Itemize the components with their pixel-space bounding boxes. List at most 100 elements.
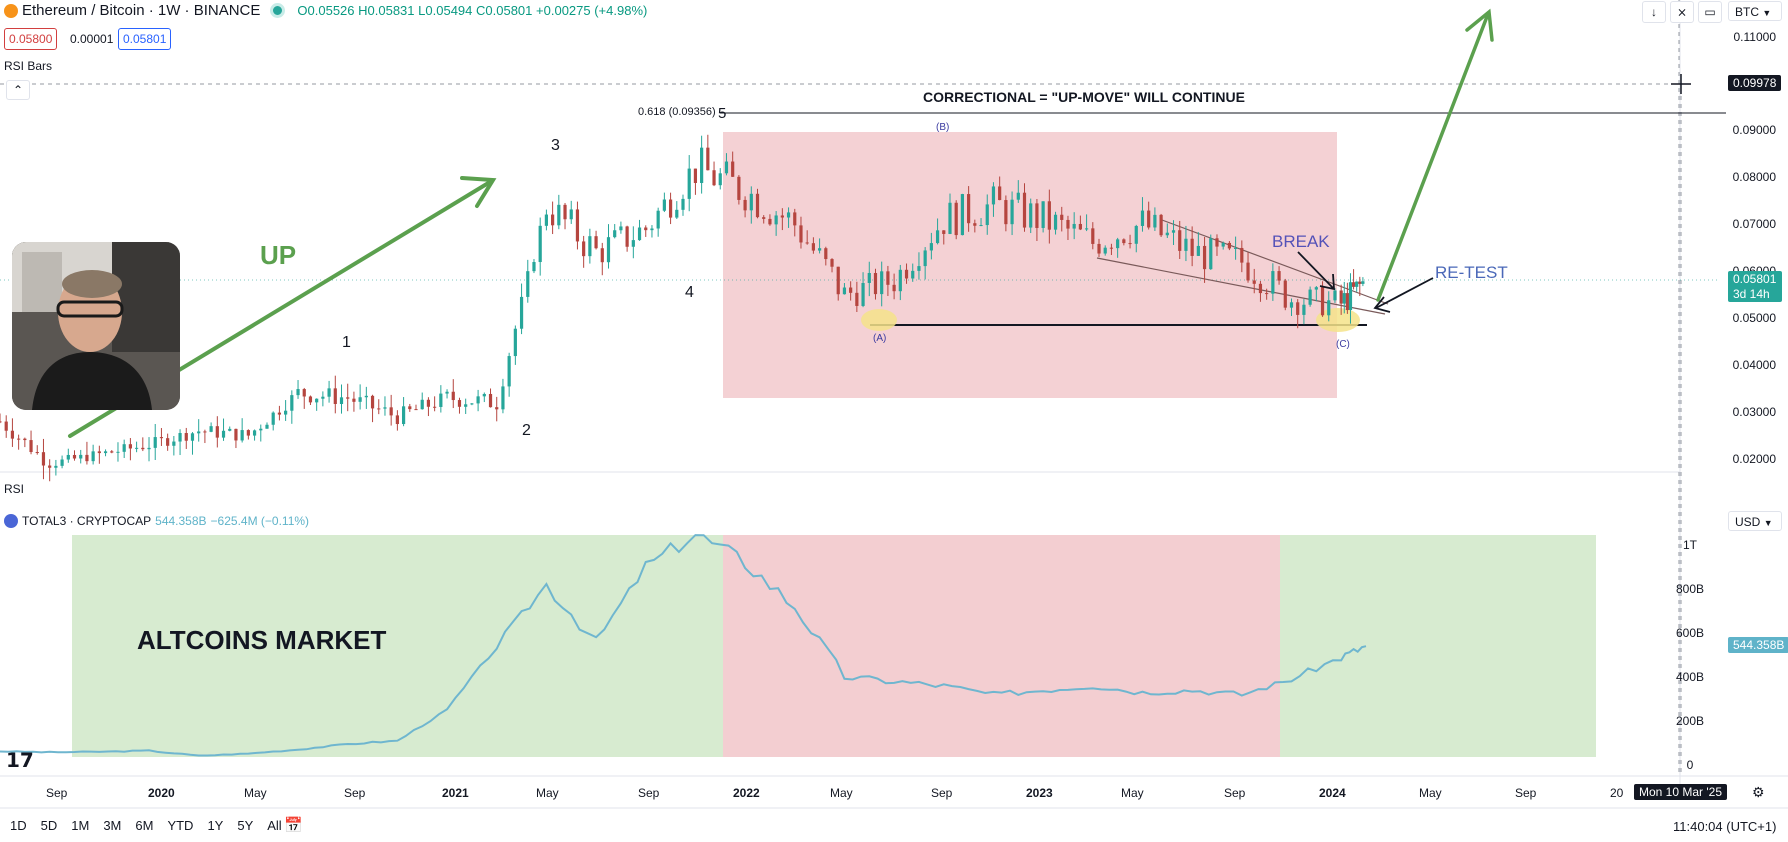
candle-body <box>519 296 524 329</box>
candle-body <box>811 243 815 251</box>
candle-body <box>967 194 971 224</box>
candle-body <box>296 389 300 396</box>
bid-price[interactable]: 0.05800 <box>4 28 58 50</box>
candle-body <box>1361 281 1365 284</box>
last-price-tag: 0.05801 3d 14h <box>1728 271 1782 302</box>
collapse-pane-button[interactable]: ⨯ <box>1670 1 1694 23</box>
candle-body <box>538 225 542 263</box>
candle-body <box>1345 293 1349 311</box>
market-status-icon <box>270 3 286 18</box>
candle-body <box>1165 232 1169 236</box>
candle-body <box>1240 247 1244 263</box>
range-button[interactable]: 3M <box>103 818 122 833</box>
candle-body <box>718 173 722 186</box>
collapse-icon: ⨯ <box>1676 5 1688 19</box>
candle-body <box>10 430 15 439</box>
candle-body <box>712 170 716 186</box>
candle-body <box>1227 242 1231 249</box>
rsi-label[interactable]: RSI <box>4 482 25 496</box>
candle-body <box>631 240 635 247</box>
clock[interactable]: 11:40:04 (UTC+1) <box>1673 819 1777 834</box>
candle-body <box>1053 214 1058 230</box>
candle-body <box>762 217 766 219</box>
candle-body <box>513 328 517 357</box>
fullscreen-pane-button[interactable]: ▭ <box>1698 1 1722 23</box>
candle-body <box>495 407 499 410</box>
candle-body <box>613 230 617 238</box>
candle-body <box>445 391 449 394</box>
spread: 0.00001 <box>70 32 114 46</box>
candle-body <box>1342 293 1346 304</box>
time-tick: May <box>244 786 267 800</box>
candle-body <box>433 406 437 408</box>
range-button[interactable]: 5Y <box>237 818 254 833</box>
candle-body <box>426 399 431 407</box>
candle-body <box>1320 287 1325 316</box>
candle-body <box>321 396 325 399</box>
break-arrow <box>1297 251 1335 291</box>
range-button[interactable]: 6M <box>135 818 154 833</box>
candle-body <box>420 399 424 410</box>
range-button[interactable]: All <box>267 818 282 833</box>
symbol-header[interactable]: Ethereum / Bitcoin · 1W · BINANCE O0.055… <box>4 2 647 19</box>
currency-select[interactable]: BTC ▼ <box>1728 1 1782 21</box>
candle-body <box>774 215 778 225</box>
candle-body <box>470 403 474 405</box>
candle-body <box>1202 245 1207 270</box>
candle-body <box>507 356 511 387</box>
candle-body <box>377 408 381 410</box>
candle-body <box>302 389 306 397</box>
range-button[interactable]: 1D <box>10 818 27 833</box>
range-button[interactable]: 1Y <box>207 818 224 833</box>
calendar-icon[interactable]: 📅 <box>284 817 303 834</box>
candle-body <box>675 209 679 218</box>
candle-body <box>358 397 362 402</box>
candle-body <box>1355 281 1359 287</box>
indicator-label-rsi-bars[interactable]: RSI Bars <box>4 59 53 73</box>
candle-body <box>464 404 468 407</box>
symbol-title[interactable]: Ethereum / Bitcoin · 1W · BINANCE <box>22 2 261 19</box>
candle-body <box>1109 247 1114 249</box>
candle-body <box>1314 287 1318 290</box>
candle-body <box>1128 243 1132 245</box>
candle-body <box>1159 214 1163 236</box>
lower-currency-select[interactable]: USD ▼ <box>1728 511 1782 531</box>
total3-tick: 0 <box>1686 758 1694 772</box>
low-a-highlight <box>861 309 897 331</box>
wave-1-label: 1 <box>342 334 351 351</box>
candle-body <box>1041 201 1045 228</box>
candle-body <box>79 454 83 459</box>
tradingview-logo-icon[interactable]: 𝟭𝟳 <box>6 750 34 772</box>
candle-body <box>197 431 201 434</box>
candle-body <box>54 465 58 468</box>
candle-body <box>998 186 1002 201</box>
range-button[interactable]: 5D <box>40 818 58 833</box>
wave-5-label: 5 <box>718 105 727 122</box>
candle-body <box>656 210 660 229</box>
candle-body <box>935 230 940 244</box>
time-tick: 2022 <box>733 786 760 800</box>
time-tick: Sep <box>638 786 660 800</box>
collapse-indicators-button[interactable]: ⌃ <box>6 80 30 100</box>
candle-body <box>1035 203 1039 228</box>
scroll-down-button[interactable]: ↓ <box>1642 1 1666 23</box>
range-button[interactable]: 1M <box>71 818 90 833</box>
ask-price[interactable]: 0.05801 <box>118 28 172 50</box>
candle-body <box>141 447 145 450</box>
candle-body <box>985 204 989 226</box>
settings-icon[interactable]: ⚙ <box>1752 784 1765 800</box>
candle-body <box>1091 228 1095 244</box>
candle-body <box>979 225 983 227</box>
candle-body <box>352 398 356 402</box>
range-button[interactable]: YTD <box>167 818 194 833</box>
candle-body <box>147 447 151 450</box>
crosshair-date-tag: Mon 10 Mar '25 <box>1634 784 1727 800</box>
time-tick: 20 <box>1610 786 1624 800</box>
total3-header[interactable]: TOTAL3 · CRYPTOCAP 544.358B −625.4M (−0.… <box>4 514 309 528</box>
total3-symbol[interactable]: TOTAL3 · CRYPTOCAP <box>22 514 152 528</box>
candle-body <box>594 236 598 249</box>
candle-body <box>942 230 946 234</box>
candle-body <box>818 248 822 251</box>
candle-body <box>1327 300 1331 316</box>
